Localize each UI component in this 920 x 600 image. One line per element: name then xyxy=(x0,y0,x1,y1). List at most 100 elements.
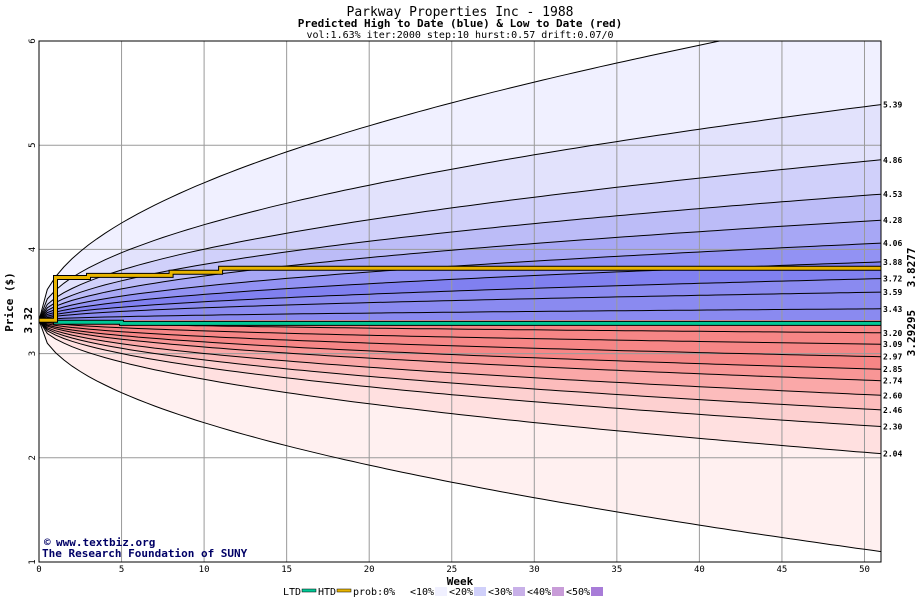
x-tick-label: 45 xyxy=(777,565,788,575)
blue-band-1 xyxy=(39,104,881,321)
probability-bands xyxy=(39,41,881,552)
red-band-9 xyxy=(39,320,881,552)
quantile-end-label: 4.53 xyxy=(883,190,902,199)
x-tick-label: 5 xyxy=(119,565,124,575)
x-tick-label: 35 xyxy=(611,565,622,575)
quantile-curve-3 xyxy=(39,193,881,321)
htd-line xyxy=(39,266,881,322)
legend-item-6: <40% xyxy=(527,587,564,598)
chart-subtitle: Predicted High to Date (blue) & Low to D… xyxy=(298,17,623,30)
x-tick-label: 0 xyxy=(36,565,41,575)
legend-label: <30% xyxy=(488,587,512,598)
x-tick-label: 10 xyxy=(199,565,210,575)
quantile-end-label: 3.43 xyxy=(883,305,902,314)
quantile-end-label: 2.85 xyxy=(883,365,902,374)
quantile-end-label: 2.97 xyxy=(883,353,902,362)
quantile-curve-19 xyxy=(39,320,881,553)
legend-item-1: HTD xyxy=(318,587,352,598)
red-band-5 xyxy=(39,320,881,396)
plot-area xyxy=(39,41,881,562)
quantile-end-label: 3.72 xyxy=(883,275,902,284)
quantile-end-label: 3.59 xyxy=(883,288,902,297)
blue-band-2 xyxy=(39,159,881,321)
legend-swatch xyxy=(435,587,447,596)
legend-label: <50% xyxy=(566,587,590,598)
legend-item-4: <20% xyxy=(449,587,486,598)
legend-label: prob:0% xyxy=(353,587,395,598)
red-band-2 xyxy=(39,320,881,357)
quantile-curve-9 xyxy=(39,308,881,321)
blue-band-3 xyxy=(39,194,881,321)
quantile-end-label: 5.39 xyxy=(883,101,902,110)
legend-item-7: <50% xyxy=(566,587,603,598)
legend-swatch xyxy=(591,587,603,596)
legend-swatch xyxy=(513,587,525,596)
y-tick-label: 3 xyxy=(28,351,38,356)
quantile-end-label: 3.88 xyxy=(883,258,902,267)
chart-title: Parkway Properties Inc - 1988 xyxy=(347,5,574,20)
chart-params: vol:1.63% iter:2000 step:10 hurst:0.57 d… xyxy=(306,30,613,41)
credit: © www.textbiz.org The Research Foundatio… xyxy=(42,536,248,560)
legend-swatch xyxy=(396,587,408,596)
x-tick-label: 20 xyxy=(364,565,375,575)
legend-swatch xyxy=(474,587,486,596)
right-quantile-labels: 5.39 4.86 4.53 4.28 4.06 3.88 3.72 3.59 3.43 3.20… xyxy=(883,101,902,459)
red-band-8 xyxy=(39,320,881,454)
quantile-end-label: 2.46 xyxy=(883,406,902,415)
quantile-curve-14 xyxy=(39,319,881,382)
grid-lines xyxy=(39,41,881,562)
legend-label: LTD xyxy=(283,587,301,598)
red-band-4 xyxy=(39,320,881,381)
credit-org: The Research Foundation of SUNY xyxy=(42,547,248,560)
quantile-curve-13 xyxy=(39,319,881,370)
legend-item-0: LTD xyxy=(283,587,317,598)
blue-band-4 xyxy=(39,220,881,321)
y-axis-title: Price ($) xyxy=(3,272,16,332)
legend-item-3: <10% xyxy=(410,587,447,598)
quantile-curve-18 xyxy=(39,320,881,455)
blue-band-7 xyxy=(39,278,881,321)
quantile-curve-0 xyxy=(39,41,723,321)
legend-swatch xyxy=(552,587,564,596)
y-tick-label: 4 xyxy=(28,247,38,252)
quantile-curve-12 xyxy=(39,319,881,358)
legend-label: <20% xyxy=(449,587,473,598)
legend-label: HTD xyxy=(318,587,336,598)
quantile-end-label: 2.04 xyxy=(883,450,902,459)
blue-band-5 xyxy=(39,243,881,321)
x-tick-label: 40 xyxy=(694,565,705,575)
y-tick-label: 5 xyxy=(28,142,38,147)
quantile-end-label: 3.20 xyxy=(883,329,902,338)
quantile-end-label: 3.09 xyxy=(883,340,902,349)
x-tick-label: 25 xyxy=(446,565,457,575)
quantile-curve-15 xyxy=(39,319,881,396)
x-tick-label: 50 xyxy=(859,565,870,575)
red-band-6 xyxy=(39,320,881,410)
quantile-curve-4 xyxy=(39,219,881,321)
blue-band-9 xyxy=(39,308,881,321)
quantile-curve-2 xyxy=(39,159,881,321)
y-tick-label: 6 xyxy=(28,38,38,43)
x-axis-ticks: 0 5 10 15 20 25 30 35 40 45 50 xyxy=(36,565,870,575)
quantile-end-label: 4.06 xyxy=(883,239,902,248)
quantile-end-label: 2.60 xyxy=(883,391,902,400)
x-axis-title: Week xyxy=(447,575,474,588)
red-band-1 xyxy=(39,320,881,345)
ltd-value-label: 3.29295 xyxy=(905,310,918,356)
quantile-end-label: 4.86 xyxy=(883,156,902,165)
legend-line-swatch xyxy=(336,588,352,593)
y-tick-label: 1 xyxy=(28,559,38,564)
htd-value-label: 3.8277 xyxy=(905,247,918,287)
quantile-end-label: 2.74 xyxy=(883,377,902,386)
quantile-end-label: 2.30 xyxy=(883,423,902,432)
legend-label: <10% xyxy=(410,587,434,598)
blue-band-6 xyxy=(39,261,881,321)
y-axis-ticks: 1 2 3 4 5 6 xyxy=(28,38,38,564)
plot-frame xyxy=(38,40,882,563)
quantile-curve-16 xyxy=(39,319,881,411)
y-tick-label: 2 xyxy=(28,455,38,460)
legend-item-5: <30% xyxy=(488,587,525,598)
quantile-curve-11 xyxy=(39,319,881,345)
credit-copyright-icon: © xyxy=(44,536,51,549)
